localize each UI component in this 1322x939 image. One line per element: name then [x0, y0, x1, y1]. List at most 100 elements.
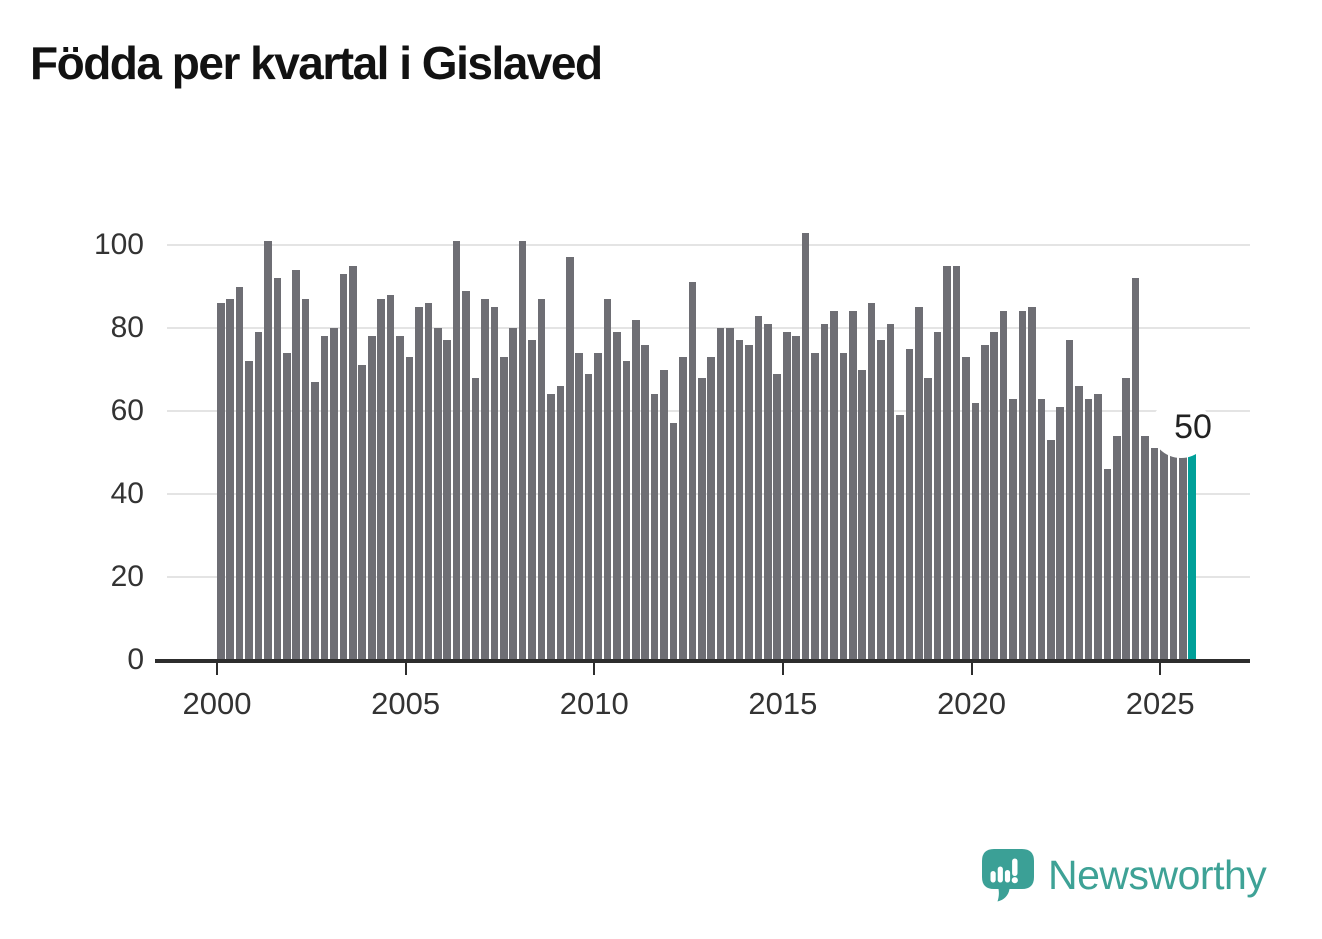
bar [226, 298, 235, 660]
bar [377, 298, 385, 660]
bar [405, 357, 414, 660]
bar [1056, 406, 1065, 660]
bar [490, 307, 499, 660]
bar [235, 286, 244, 660]
x-axis-tick-label: 2005 [371, 686, 441, 721]
bar [764, 323, 772, 660]
bar [896, 415, 904, 660]
bar [943, 265, 951, 660]
bar [980, 344, 989, 660]
bar [990, 332, 999, 660]
bar [320, 336, 329, 660]
bar [424, 303, 433, 660]
bar [358, 365, 367, 660]
last-value-halo [1151, 398, 1211, 458]
x-axis-tick [1159, 663, 1162, 675]
bar [848, 311, 857, 660]
newsworthy-mark-icon [982, 849, 1034, 902]
bar-highlight-latest [1188, 452, 1197, 660]
bar [283, 352, 291, 660]
bar [1122, 377, 1131, 660]
bar [594, 352, 602, 660]
bar [1028, 307, 1036, 660]
bar [1075, 386, 1083, 660]
bar [641, 344, 650, 660]
bar [1160, 440, 1168, 660]
bar [518, 240, 527, 660]
bar [1047, 440, 1055, 660]
bar [292, 269, 301, 660]
bar [528, 340, 536, 660]
bar [462, 290, 470, 660]
bar [679, 357, 687, 660]
bar [584, 373, 593, 660]
y-axis-tick-label: 60 [110, 394, 144, 427]
bar [509, 328, 517, 660]
bar [811, 352, 819, 660]
bar [613, 332, 621, 660]
bar [650, 394, 659, 660]
bar [1103, 469, 1112, 660]
x-axis-tick [216, 663, 218, 675]
bar [254, 332, 263, 660]
x-axis-tick-label: 2015 [748, 686, 818, 721]
last-value-label: 50 [1174, 408, 1212, 446]
y-axis-tick-label: 0 [127, 643, 144, 676]
bar [1113, 435, 1121, 660]
y-axis-tick-label: 20 [110, 560, 144, 593]
gridline-y80 [167, 327, 1250, 329]
bar [801, 232, 810, 660]
bar [1037, 398, 1046, 660]
x-axis-tick [404, 663, 407, 675]
bar [971, 402, 980, 660]
bar [481, 298, 489, 660]
bar [1018, 311, 1027, 660]
bar [415, 307, 423, 660]
bar [698, 377, 706, 660]
bar [1131, 278, 1140, 660]
newsworthy-wordmark: Newsworthy [1048, 852, 1267, 898]
bar [349, 265, 357, 660]
bar [782, 332, 791, 660]
y-axis-tick-label: 40 [110, 477, 144, 510]
bar [330, 328, 338, 660]
bar [1009, 398, 1017, 660]
y-axis-tick-label: 80 [110, 311, 144, 344]
bar [603, 298, 612, 660]
bar [433, 328, 442, 660]
bar [745, 344, 753, 660]
bar [688, 282, 697, 660]
bar [1169, 435, 1178, 660]
chart-title: Födda per kvartal i Gislaved [30, 37, 603, 89]
bar [839, 352, 848, 660]
bar [396, 336, 404, 660]
bar [301, 298, 310, 660]
bar [471, 377, 480, 660]
bar [660, 369, 668, 660]
bar [622, 361, 631, 660]
newsworthy-logo: Newsworthy [979, 845, 1267, 905]
bar [669, 423, 678, 660]
bar [1094, 394, 1102, 660]
bar [716, 328, 725, 660]
x-axis-tick-label: 2025 [1125, 686, 1195, 721]
bar [1141, 435, 1149, 660]
bar [830, 311, 838, 660]
bar [311, 381, 319, 660]
bar [735, 340, 744, 660]
bar [792, 336, 800, 660]
bar [924, 377, 932, 660]
bar [726, 328, 734, 660]
x-axis-tick [970, 663, 973, 675]
bar [933, 332, 942, 660]
x-axis-tick [593, 663, 596, 675]
bar [273, 278, 282, 660]
bar [1065, 340, 1074, 660]
x-axis-tick-label: 2010 [559, 686, 629, 721]
bar [1179, 435, 1187, 660]
bar [632, 319, 640, 660]
bar [443, 340, 451, 660]
bar [264, 240, 272, 660]
bar [877, 340, 885, 660]
bar [339, 274, 348, 660]
